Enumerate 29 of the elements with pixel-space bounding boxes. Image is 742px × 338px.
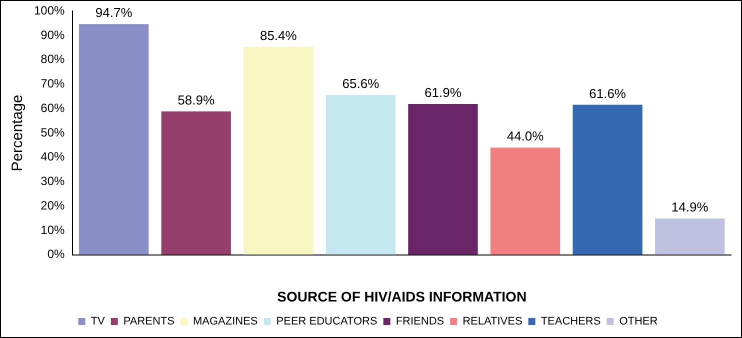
y-tick-label: 30% [40, 174, 66, 188]
text: 58.9% [178, 92, 215, 108]
legend-label: TEACHERS [540, 316, 601, 328]
legend-label: OTHER [619, 316, 658, 328]
y-tick-label: 80% [40, 52, 66, 66]
y-tick-label: 50% [40, 125, 66, 140]
legend-label: TV [90, 316, 106, 328]
y-tick-label: 20% [40, 198, 66, 212]
text: 61.6% [589, 86, 626, 101]
y-tick-label: 70% [40, 76, 66, 91]
legend-label: PARENTS [123, 316, 174, 328]
x-axis-title: SOURCE OF HIV/AIDS INFORMATION [277, 288, 527, 304]
y-tick-label: 0% [47, 247, 66, 262]
y-tick-label: 40% [40, 150, 66, 164]
text: 61.9% [424, 85, 462, 100]
legend-label: FRIENDS [396, 316, 444, 328]
legend-label: RELATIVES [462, 316, 522, 328]
y-axis-title: Percentage [9, 94, 26, 172]
text: 85.4% [260, 28, 297, 43]
legend-label: MAGAZINES [192, 316, 258, 328]
text: 94.7% [95, 5, 132, 20]
y-tick-label: 60% [40, 100, 66, 115]
legend-label: PEER EDUCATORS [276, 316, 378, 328]
text: 44.0% [506, 128, 544, 144]
text: 14.9% [671, 200, 708, 215]
y-tick-label: 100% [34, 4, 66, 18]
text: 65.6% [342, 76, 380, 92]
y-tick-label: 90% [40, 28, 66, 42]
y-tick-label: 10% [40, 222, 66, 237]
